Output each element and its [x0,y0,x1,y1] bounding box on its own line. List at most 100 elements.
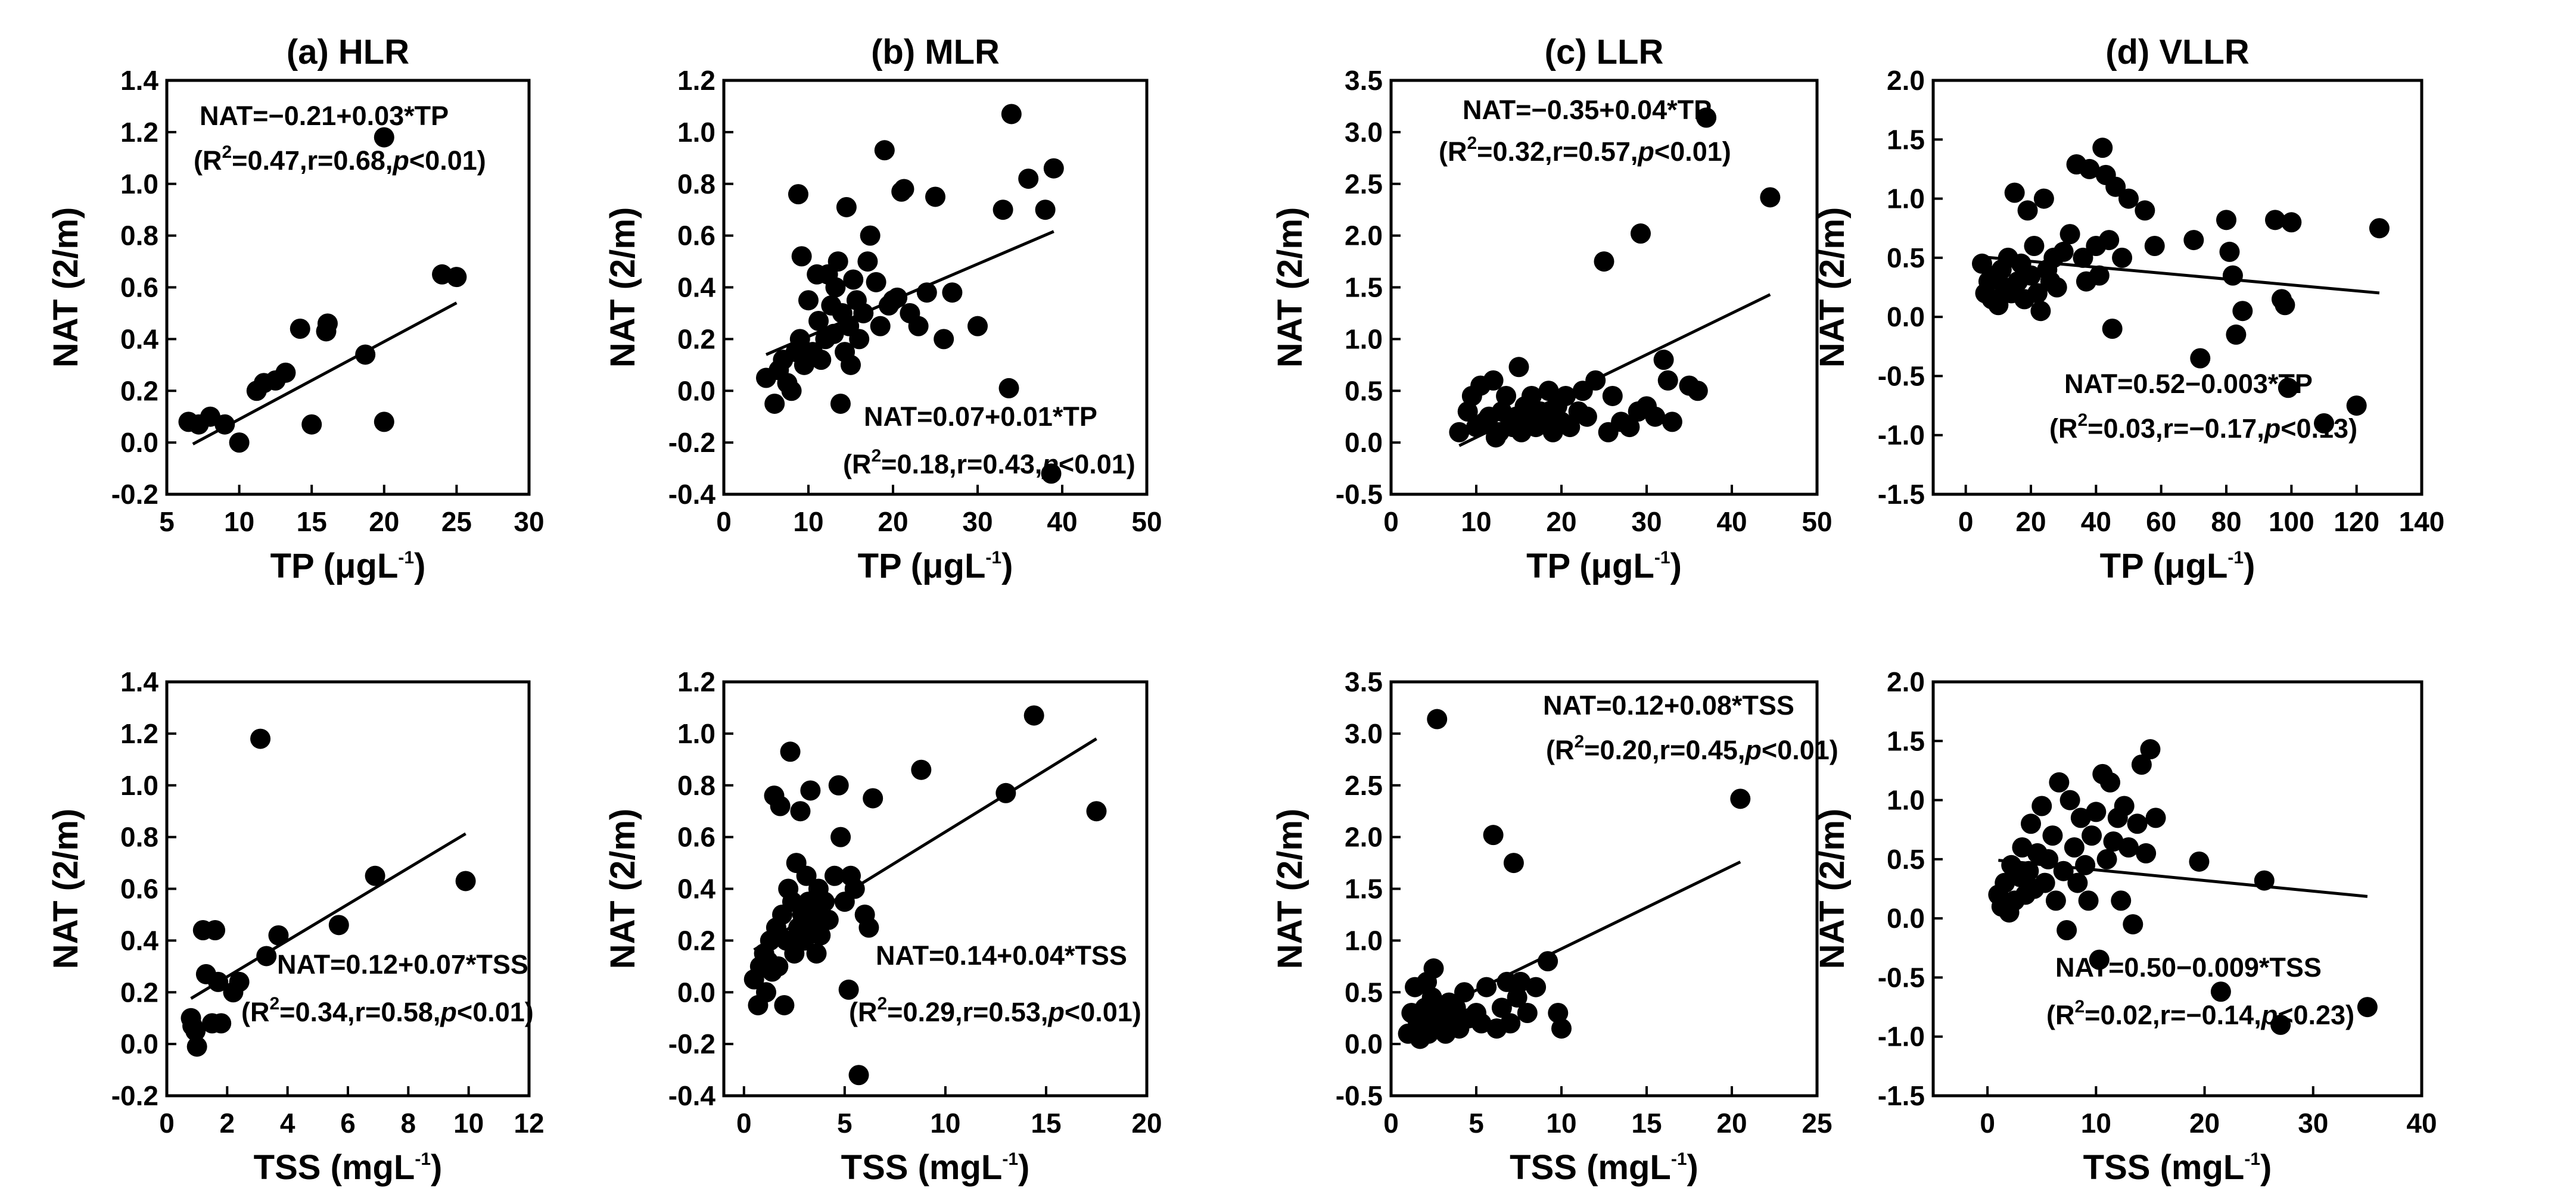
data-point [998,378,1019,398]
data-point [1730,788,1751,809]
y-tick-label: 1.0 [120,169,158,199]
data-point [863,788,883,809]
data-point [2079,158,2100,179]
data-point [2114,796,2135,816]
stats-values: =0.03,r=−0.17, [2087,413,2264,444]
data-point [2135,200,2155,221]
data-point [1500,1013,1521,1034]
data-point [1696,107,1717,128]
stats-prefix: (R [2046,1000,2074,1030]
y-tick-label: 0.4 [120,925,158,956]
x-tick-label: 10 [453,1108,484,1139]
data-point [1507,987,1527,1008]
data-point [925,186,945,207]
y-tick-label: -0.5 [1878,962,1925,993]
data-point [848,1065,869,1086]
x-tick-label: 15 [297,506,327,537]
data-point [2059,224,2080,245]
y-axis-label: NAT (2/m) [1271,809,1309,969]
data-point [2275,295,2295,316]
x-tick-label: 10 [2081,1108,2111,1139]
y-tick-label: 0.0 [120,427,158,458]
y-tick-label: 3.5 [1345,65,1383,96]
stats-prefix: (R [2049,413,2077,444]
y-tick-label: -1.0 [1878,1021,1925,1052]
regression-equation: NAT=0.50−0.009*TSS [2055,952,2322,983]
stats-r-squared-exp: 2 [877,994,887,1014]
x-axis-variable: TSS (mgL [841,1148,1003,1187]
data-point [810,925,831,946]
data-point [1454,982,1474,1003]
x-axis-unit-exponent: -1 [415,1149,431,1169]
data-point [806,943,827,964]
stats-p-symbol: p [440,997,457,1027]
y-tick-label: 3.0 [1345,718,1383,749]
data-point [811,350,832,370]
data-point [2033,188,2054,209]
data-point [1427,709,1448,730]
data-point [1560,417,1581,438]
data-point [1476,977,1497,997]
y-tick-label: 0.6 [677,220,715,251]
data-point [827,251,848,272]
regression-stats: (R2=0.20,r=0.45,p<0.01) [1546,732,1838,765]
y-axis-label: NAT (2/m) [1813,809,1852,969]
regression-equation: NAT=0.12+0.07*TSS [277,949,528,980]
x-tick-label: 120 [2334,506,2379,537]
y-tick-label: -0.4 [668,479,716,510]
data-point [374,127,394,148]
y-tick-label: 2.0 [1345,822,1383,853]
y-tick-label: 0.0 [1345,1028,1383,1059]
y-axis-label: NAT (2/m) [603,207,642,368]
y-tick-label: 2.0 [1887,666,1925,697]
x-tick-label: 10 [1461,506,1491,537]
data-point [1491,997,1512,1018]
stats-r-squared-exp: 2 [1574,732,1584,752]
data-point [780,741,801,762]
stats-values: =0.02,r=−0.14, [2085,1000,2261,1030]
data-point [1423,958,1444,979]
data-point [1538,381,1559,401]
data-point [2112,247,2133,268]
data-point [790,801,811,822]
regression-stats: (R2=0.32,r=0.57,p<0.01) [1439,133,1731,167]
data-point [1086,801,1107,822]
data-point [2346,395,2367,416]
y-tick-label: 2.0 [1887,65,1925,96]
data-point [2067,872,2088,893]
data-point [1508,357,1529,378]
data-point [1483,370,1504,391]
x-tick-label: 5 [1469,1108,1484,1139]
data-point [1594,251,1614,272]
y-tick-label: 0.2 [120,977,158,1008]
stats-p-symbol: p [1047,997,1065,1027]
data-point [208,971,229,992]
x-tick-label: 140 [2399,506,2445,537]
plot-frame [1931,79,2423,496]
x-tick-label: 20 [878,506,908,537]
plot-frame [1931,680,2423,1098]
data-point [1471,1013,1492,1034]
data-point [788,184,808,205]
data-point [1510,971,1531,992]
x-axis-variable: TSS (mgL [2083,1148,2245,1187]
x-tick-label: 80 [2211,506,2241,537]
y-tick-label: 0.0 [677,375,715,406]
x-axis-unit-exponent: -1 [2227,548,2244,568]
data-point [1001,104,1022,124]
data-point [781,381,802,401]
data-point [1551,1018,1572,1039]
panel-3: (c) LLR -0.5 0.0 0.5 1.0 1.5 2.0 2.5 3.0 3.5 0 10 20… [1271,33,1833,585]
y-tick-label: 1.4 [120,65,158,96]
y-tick-label: 0.5 [1887,242,1925,273]
x-tick-label: 0 [1383,1108,1399,1139]
y-tick-label: -0.4 [668,1080,716,1111]
data-point [2012,837,2033,858]
regression-equation: NAT=−0.21+0.03*TP [200,101,449,131]
y-tick-label: 2.0 [1345,220,1383,251]
stats-suffix: <0.13) [2281,413,2357,444]
x-tick-label: 30 [962,506,993,537]
panel-6: -0.4 -0.2 0.0 0.2 0.4 0.6 0.8 1.0 1.2 0 5 10 15 20 NAT… [603,666,1162,1187]
y-tick-label: 0.8 [677,169,715,199]
x-tick-label: 10 [793,506,823,537]
